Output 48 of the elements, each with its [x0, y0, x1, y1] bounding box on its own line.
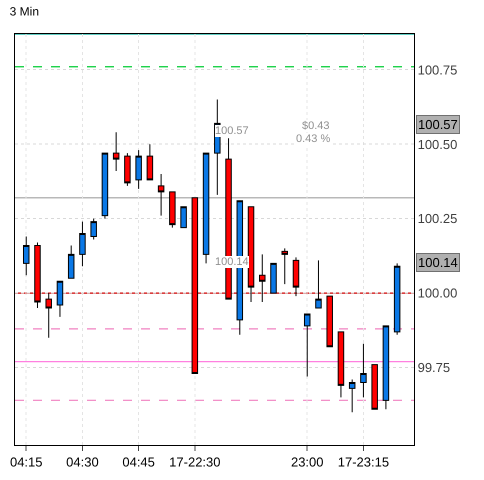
candlestick	[259, 254, 266, 303]
candlestick	[34, 242, 41, 308]
candlestick	[292, 256, 300, 297]
candlestick	[180, 206, 187, 228]
y-tick-label: 100.25	[418, 211, 458, 226]
candlestick	[56, 280, 64, 318]
candlestick	[22, 236, 30, 276]
x-tick-label: 23:00	[290, 454, 324, 470]
candlestick	[348, 378, 356, 413]
candlestick	[124, 152, 131, 186]
y-tick-label: 99.75	[418, 360, 450, 376]
candlestick	[382, 325, 390, 410]
y-tick-label: 100.75	[418, 62, 458, 78]
annotation: 100.57	[215, 125, 249, 137]
candlestick	[338, 331, 344, 398]
x-tick-label: 04:30	[66, 454, 99, 470]
candlestick	[281, 248, 288, 285]
candlestick	[326, 296, 333, 348]
candlestick	[248, 206, 254, 303]
candlestick	[79, 221, 86, 267]
candlestick	[146, 144, 154, 180]
candlestick	[135, 150, 142, 190]
candlestick	[158, 173, 164, 216]
candlestick	[360, 343, 367, 398]
candlestick	[270, 262, 277, 294]
candlestick	[112, 132, 120, 172]
y-tick-label: 100.00	[418, 286, 458, 301]
x-tick-label: 17-22:30	[169, 454, 220, 470]
annotation: $0.43	[302, 120, 330, 132]
x-tick-label: 17-23:15	[338, 454, 390, 470]
x-tick-label: 04:45	[122, 454, 155, 470]
annotation: 0.43 %	[296, 133, 330, 145]
candlestick	[68, 244, 74, 279]
candlestick	[45, 292, 52, 338]
y-tick-label: 100.50	[418, 136, 458, 152]
candlestick	[102, 152, 108, 220]
chart-title: 3 Min	[10, 4, 40, 19]
text: 100.57	[418, 117, 458, 132]
candlestick	[90, 218, 97, 240]
candlestick	[371, 364, 378, 410]
annotation: 100.14	[215, 256, 249, 268]
x-tick-label: 04:15	[10, 454, 43, 470]
candlestick	[202, 152, 210, 264]
candlestick	[169, 191, 176, 228]
candlestick	[304, 313, 310, 377]
text: 100.14	[418, 255, 458, 270]
candlestick	[394, 262, 400, 336]
candlestick	[315, 260, 322, 308]
